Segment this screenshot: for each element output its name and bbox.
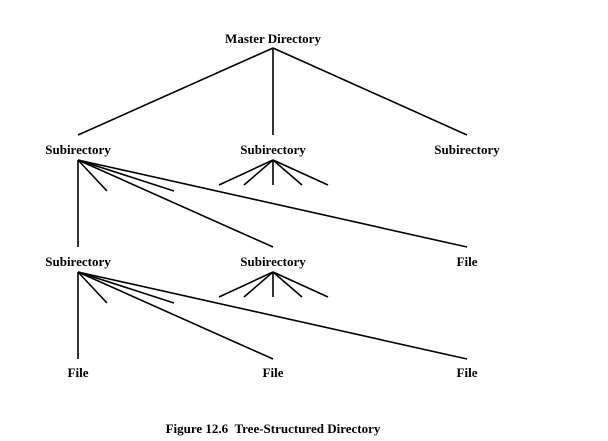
edge-sub1a-stub-2 — [77, 271, 175, 304]
node-master-directory: Master Directory — [225, 31, 321, 46]
edge-sub2-stub-1 — [218, 159, 274, 186]
figure-number: Figure 12.6 — [165, 421, 229, 436]
edge-sub1-to-file1 — [77, 159, 468, 248]
node-level2-subdirectory-left: Subirectory — [45, 254, 111, 269]
figure-title: Tree-Structured Directory — [234, 421, 381, 436]
node-level1-subdirectory-left: Subirectory — [45, 142, 111, 157]
edge-sub2-stub-4 — [272, 159, 303, 186]
figure-caption: Figure 12.6 Tree-Structured Directory — [166, 421, 381, 437]
edge-sub1-stub-2 — [77, 159, 175, 192]
edge-sub1b-stub-5 — [272, 271, 329, 298]
node-level2-subdirectory-middle: Subirectory — [240, 254, 306, 269]
edge-sub2-stub-2 — [243, 159, 274, 186]
edge-sub1b-stub-4 — [272, 271, 303, 298]
edge-sub1b-stub-2 — [243, 271, 274, 298]
edge-sub2-stub-5 — [272, 159, 329, 186]
node-level1-subdirectory-middle: Subirectory — [240, 142, 306, 157]
node-level3-file-left: File — [67, 365, 89, 380]
edge-root-to-sub1 — [77, 47, 274, 136]
node-level3-file-right: File — [456, 365, 478, 380]
edge-sub1a-to-file3 — [77, 271, 274, 360]
edge-root-to-sub3 — [272, 47, 468, 136]
node-level3-file-middle: File — [262, 365, 284, 380]
edge-sub1-to-sub1b — [77, 159, 274, 248]
edge-sub1a-stub-1 — [77, 271, 108, 304]
edge-sub1b-stub-1 — [218, 271, 274, 298]
node-level2-file-right: File — [456, 254, 478, 269]
edge-sub1a-to-file4 — [77, 271, 468, 360]
edge-sub1-stub-1 — [77, 159, 108, 192]
node-level1-subdirectory-right: Subirectory — [434, 142, 500, 157]
